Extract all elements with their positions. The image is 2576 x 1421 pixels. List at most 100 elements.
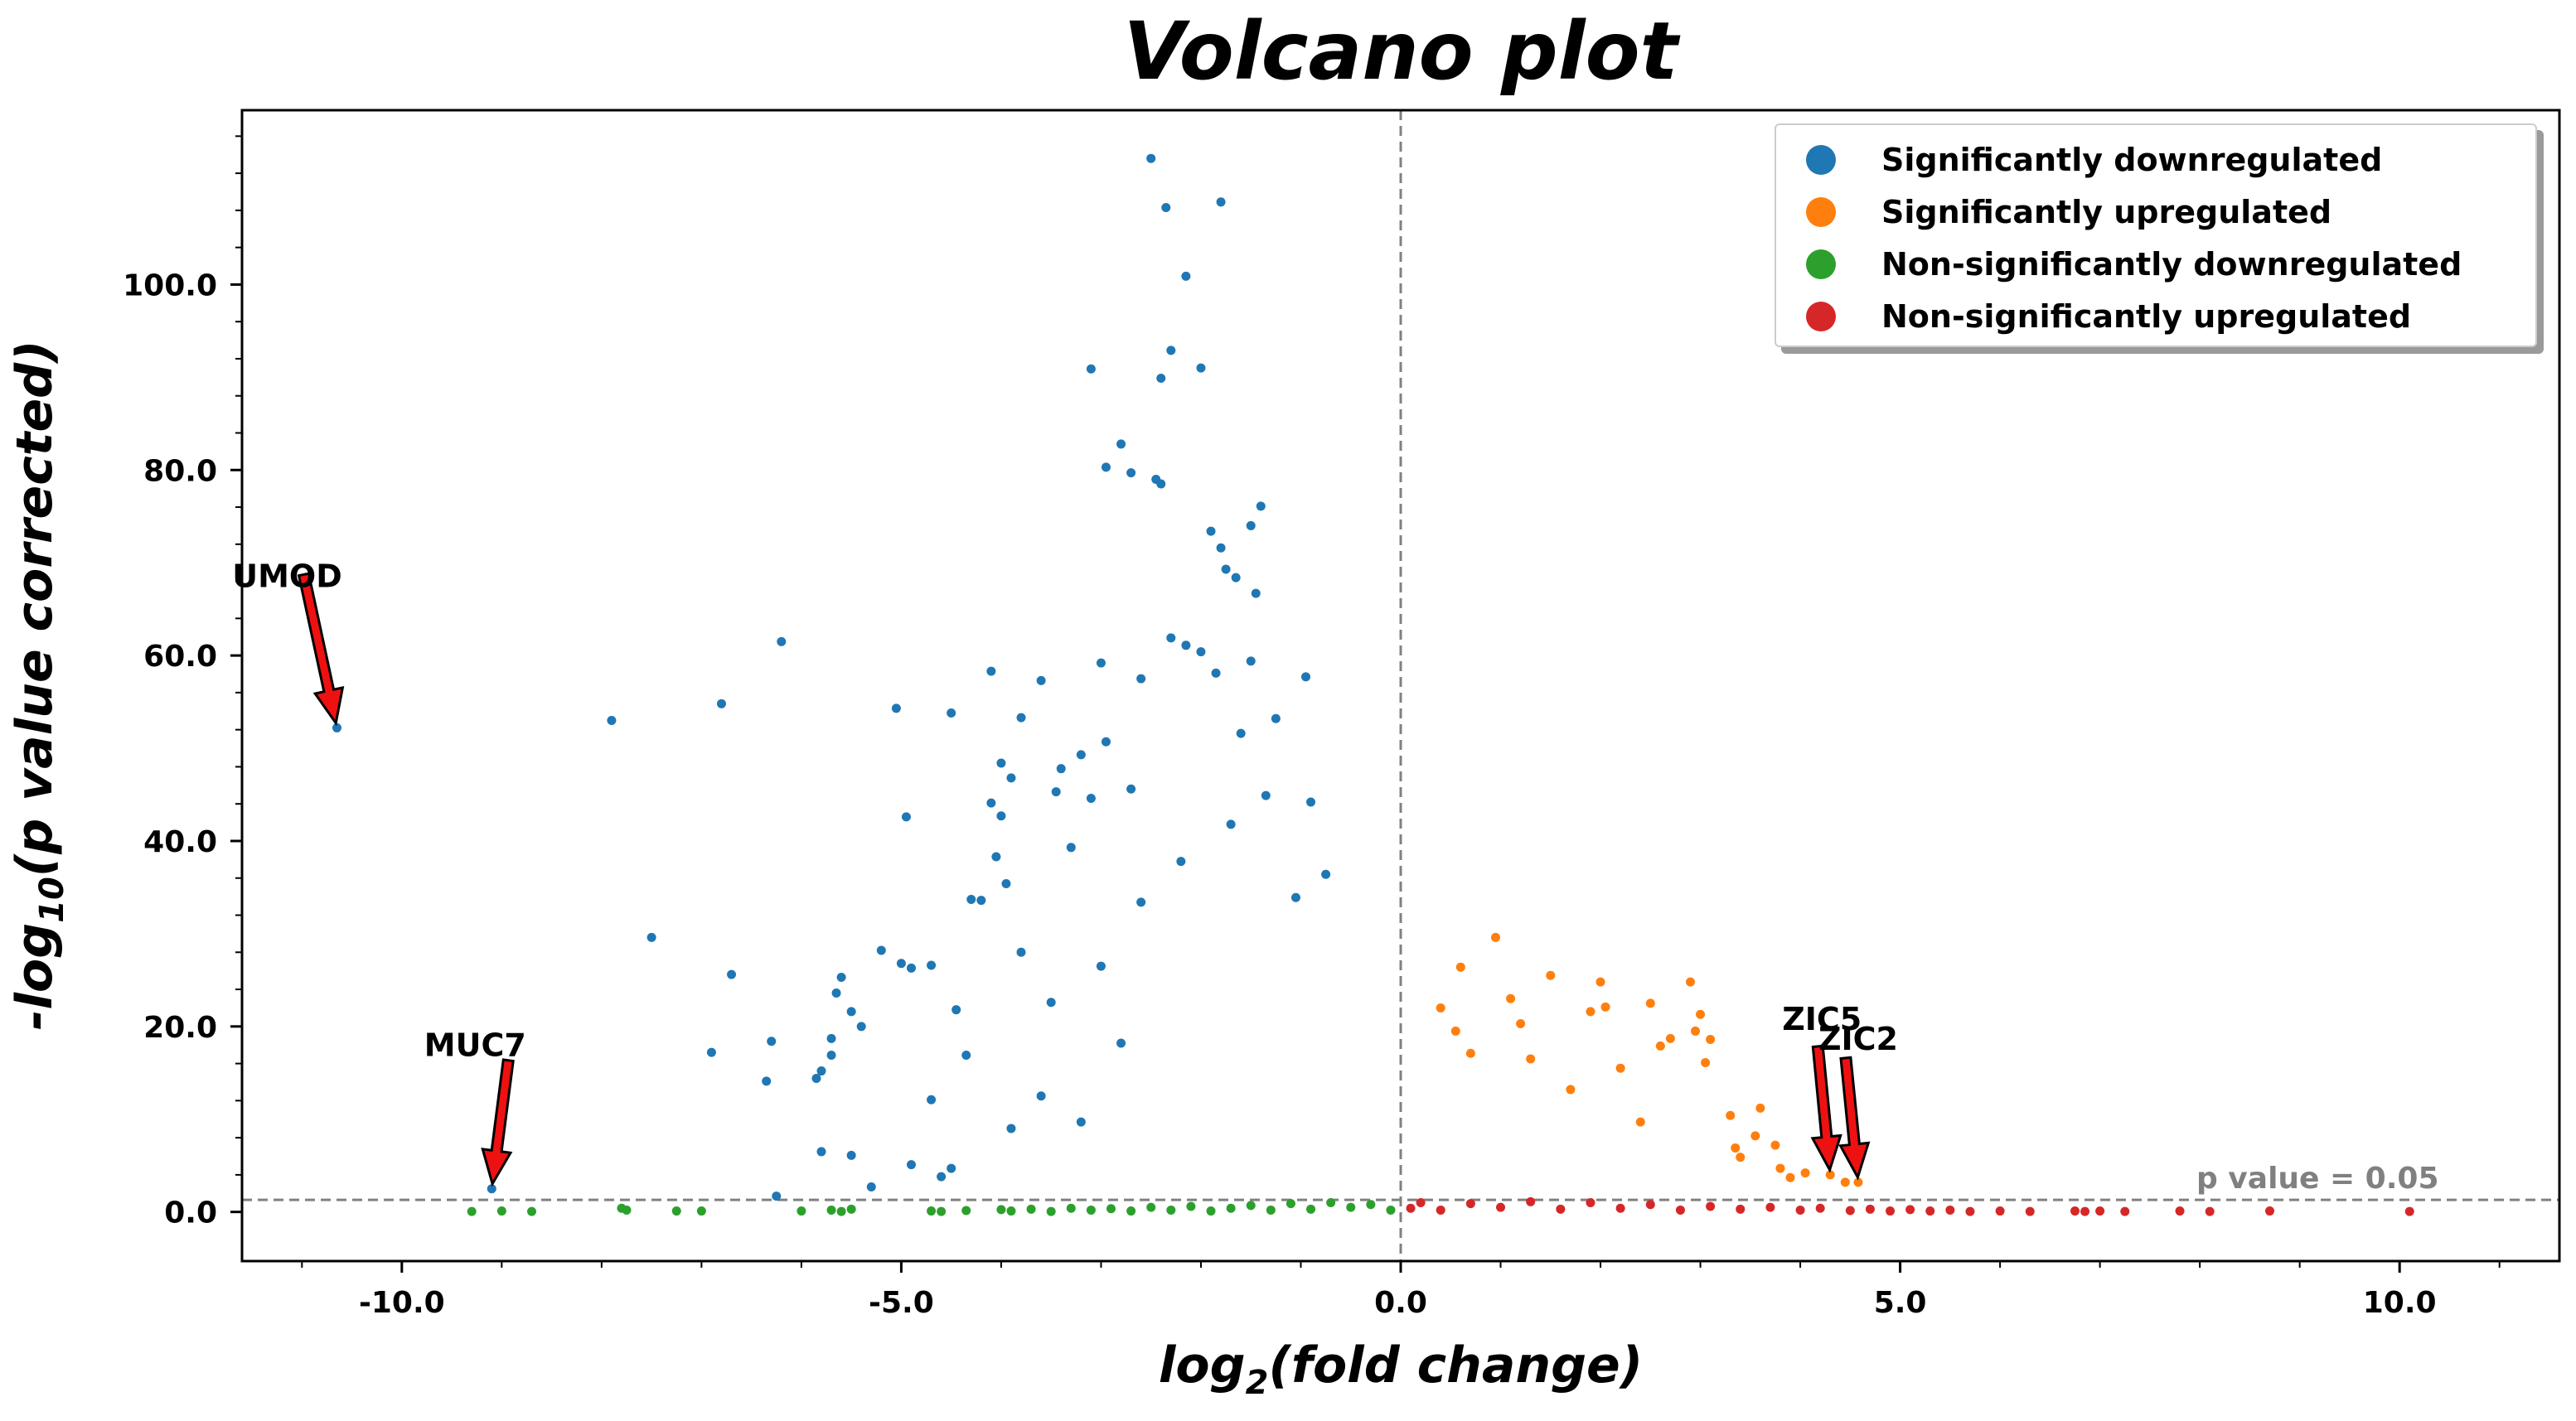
data-point — [1516, 1018, 1526, 1028]
legend-marker — [1806, 197, 1836, 227]
data-point — [1006, 1206, 1016, 1216]
data-point — [996, 811, 1006, 821]
data-point — [1366, 1200, 1376, 1210]
data-point — [1785, 1172, 1795, 1182]
data-point — [1645, 998, 1655, 1008]
data-point — [1645, 1200, 1655, 1210]
data-point — [986, 798, 996, 808]
data-point — [1016, 947, 1026, 957]
data-point — [1156, 373, 1166, 383]
legend-label: Significantly downregulated — [1881, 142, 2382, 178]
data-point — [1301, 672, 1311, 682]
data-point — [1546, 970, 1556, 980]
data-point — [2404, 1206, 2414, 1216]
data-point — [1386, 1205, 1396, 1215]
data-point — [1136, 674, 1146, 684]
data-point — [1246, 1201, 1256, 1211]
data-point — [762, 1076, 772, 1086]
x-tick-label: -5.0 — [869, 1286, 934, 1320]
data-point — [927, 1206, 937, 1216]
data-point — [1736, 1204, 1746, 1214]
data-point — [1006, 1124, 1016, 1133]
data-point — [1615, 1063, 1625, 1073]
data-point — [1076, 750, 1086, 760]
data-point — [1036, 1091, 1046, 1101]
data-point — [1066, 843, 1076, 853]
x-tick-label: 10.0 — [2363, 1286, 2437, 1320]
data-point — [1166, 1205, 1176, 1215]
data-point — [1655, 1041, 1665, 1051]
data-point — [1496, 1202, 1506, 1212]
data-point — [1256, 501, 1266, 511]
data-point — [1436, 1205, 1445, 1215]
data-point — [1665, 1033, 1675, 1043]
data-point — [2080, 1206, 2090, 1216]
y-axis-label: -log10(p value corrected) — [6, 340, 71, 1030]
data-point — [1016, 713, 1026, 723]
data-point — [1126, 1206, 1136, 1216]
data-point — [1736, 1153, 1746, 1162]
data-point — [1436, 1003, 1445, 1013]
data-point — [1865, 1204, 1875, 1214]
data-point — [1750, 1131, 1760, 1141]
data-point — [332, 723, 341, 732]
x-tick-label: 0.0 — [1374, 1286, 1427, 1320]
data-point — [976, 896, 986, 906]
data-point — [1251, 588, 1261, 598]
data-point — [1221, 564, 1231, 574]
data-point — [1701, 1057, 1711, 1067]
data-point — [1635, 1117, 1645, 1127]
series-3 — [1406, 1196, 2414, 1216]
data-point — [2265, 1206, 2274, 1216]
data-point — [961, 1051, 971, 1061]
data-point — [1290, 892, 1300, 902]
data-point — [1586, 1197, 1595, 1207]
data-point — [996, 758, 1006, 768]
annotation-label: ZIC5 — [1782, 1001, 1862, 1037]
data-point — [1586, 1007, 1595, 1017]
data-point — [991, 852, 1001, 862]
data-point — [1101, 462, 1111, 472]
data-point — [1556, 1204, 1566, 1214]
data-point — [996, 1205, 1006, 1215]
data-point — [1686, 977, 1695, 987]
data-point — [1136, 897, 1146, 907]
annotation-arrow — [481, 1058, 515, 1187]
data-point — [1800, 1168, 1810, 1178]
data-point — [1026, 1204, 1036, 1214]
data-point — [1306, 797, 1316, 807]
data-point — [846, 1007, 856, 1017]
legend-label: Non-significantly downregulated — [1881, 246, 2462, 283]
data-point — [1176, 857, 1186, 867]
data-point — [496, 1206, 506, 1216]
data-point — [811, 1074, 821, 1084]
data-point — [836, 1206, 846, 1216]
data-point — [831, 988, 841, 998]
series-0 — [332, 153, 1331, 1201]
data-point — [1036, 675, 1046, 685]
data-point — [1166, 346, 1176, 355]
data-point — [1691, 1026, 1701, 1036]
data-point — [896, 959, 906, 969]
data-points — [332, 153, 2414, 1216]
data-point — [727, 969, 737, 979]
data-point — [1116, 439, 1126, 449]
data-point — [1925, 1206, 1935, 1216]
data-point — [2070, 1206, 2080, 1216]
data-point — [816, 1147, 826, 1157]
data-point — [1286, 1199, 1295, 1209]
data-point — [1465, 1199, 1475, 1209]
data-point — [1945, 1205, 1955, 1215]
data-point — [1226, 819, 1236, 829]
data-point — [1056, 764, 1066, 774]
data-point — [467, 1206, 477, 1216]
data-point — [696, 1206, 706, 1216]
data-point — [1101, 737, 1111, 747]
annotation-label: UMOD — [232, 558, 342, 594]
data-point — [826, 1205, 836, 1215]
data-point — [846, 1204, 856, 1214]
data-point — [1755, 1103, 1765, 1113]
data-point — [646, 932, 656, 942]
data-point — [1726, 1110, 1736, 1120]
